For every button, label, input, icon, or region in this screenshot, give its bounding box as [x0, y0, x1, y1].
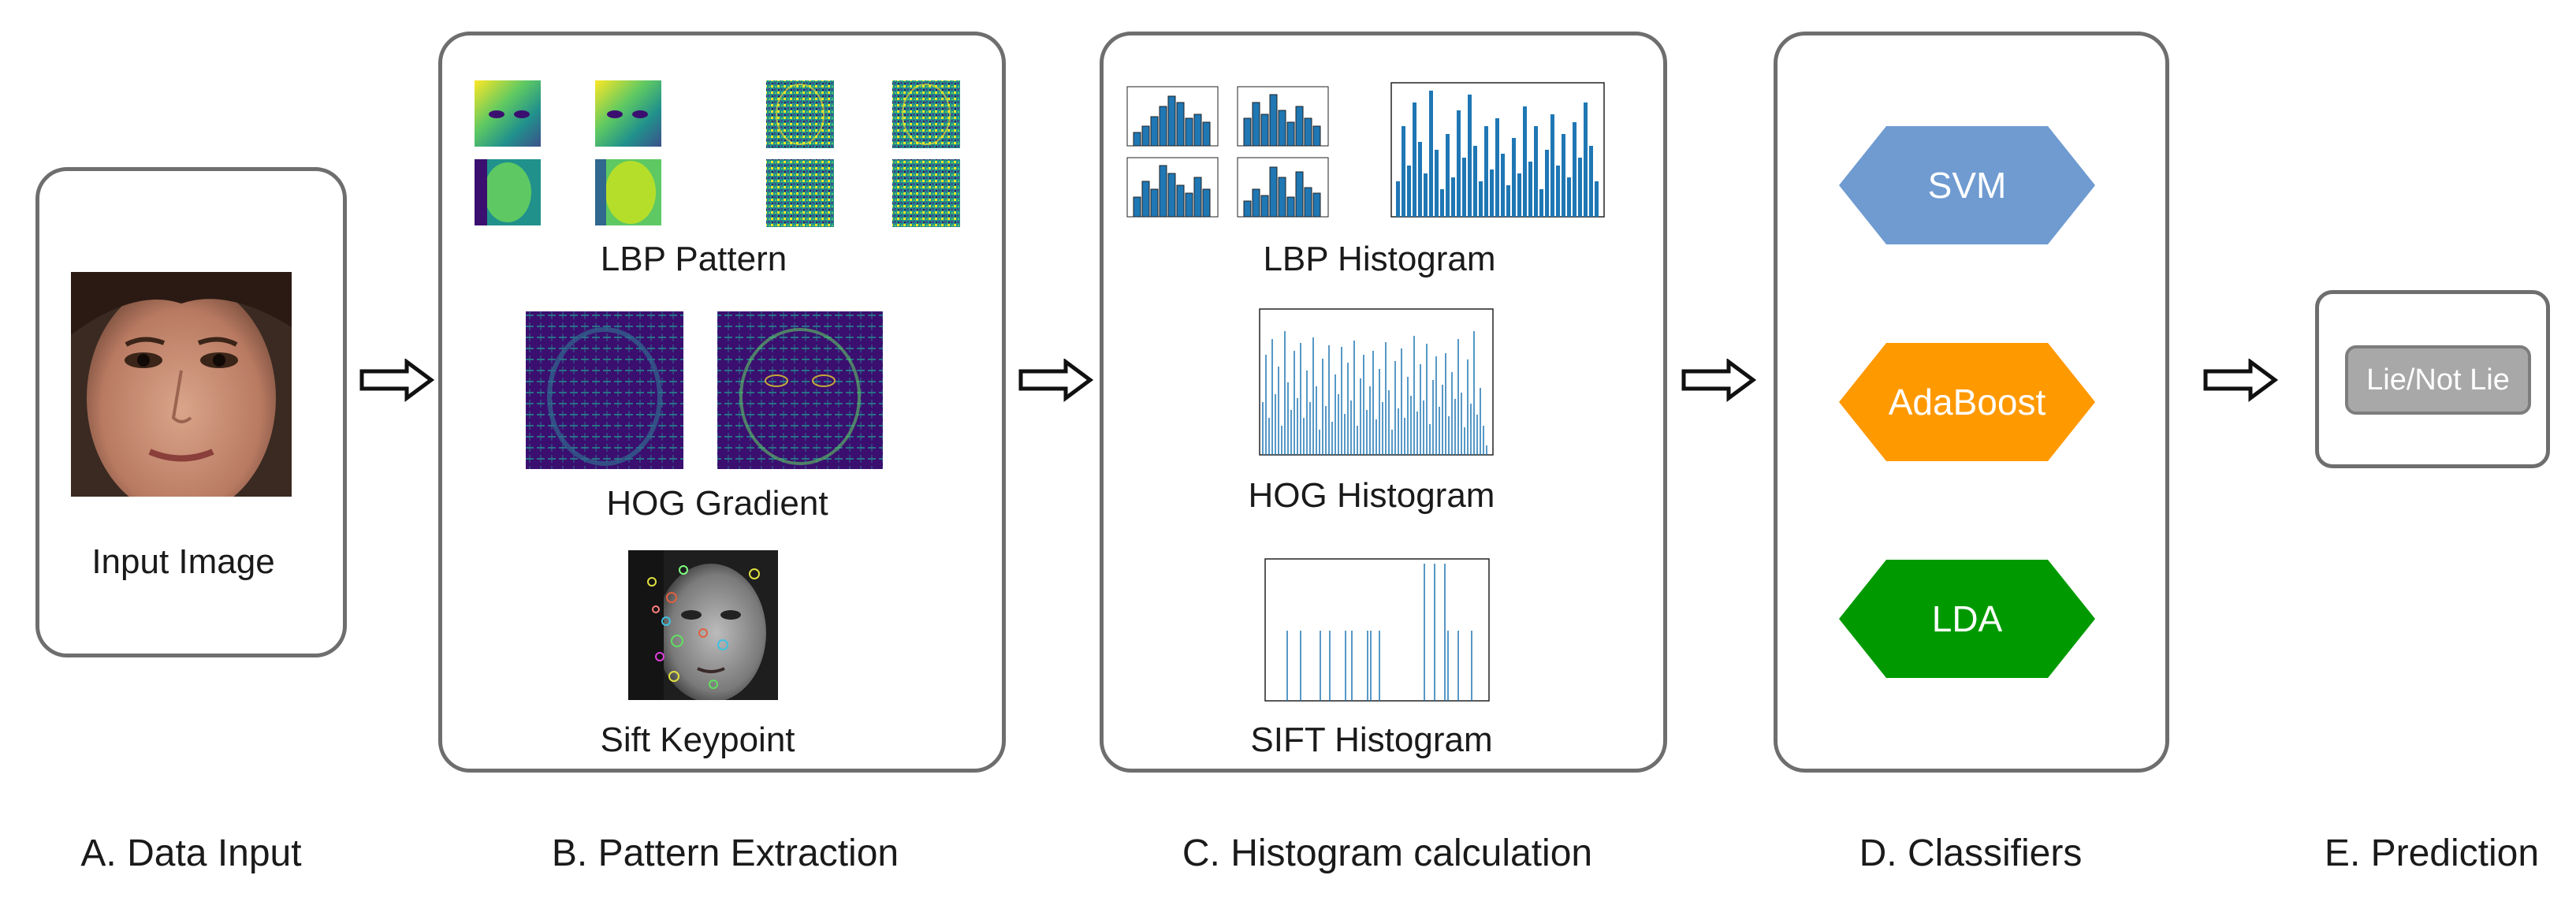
- lbp-pattern-label: LBP Pattern: [600, 240, 787, 278]
- sift-keypoint-label: Sift Keypoint: [600, 721, 795, 759]
- classifier-lda-label: LDA: [1931, 598, 2003, 639]
- arrow-right-icon: [2203, 359, 2278, 402]
- stage-label-prediction: E. Prediction: [2324, 832, 2540, 874]
- sift-histogram-label: SIFT Histogram: [1250, 721, 1493, 759]
- hog-histogram-chart: [1238, 307, 1498, 473]
- sift-histogram-chart: [1241, 556, 1494, 709]
- classifier-adaboost-shape: [1839, 343, 2095, 461]
- input-face-image: [71, 272, 292, 516]
- hog-gradient-images: [526, 311, 883, 469]
- stage-label-histogram-calculation: C. Histogram calculation: [1182, 832, 1593, 874]
- stage-label-classifiers: D. Classifiers: [1859, 832, 2083, 874]
- classifier-svm: SVM: [1839, 126, 2095, 244]
- prediction-output-badge: Lie/Not Lie: [2345, 345, 2531, 415]
- arrow-right-icon: [1681, 359, 1756, 402]
- hog-histogram-label: HOG Histogram: [1248, 476, 1495, 515]
- classifier-lda: LDA: [1839, 560, 2095, 678]
- stage-label-data-input: A. Data Input: [80, 832, 302, 874]
- lbp-large-histogram: [1375, 79, 1612, 229]
- input-image-label: Input Image: [91, 542, 275, 581]
- lbp-histogram-label: LBP Histogram: [1263, 240, 1496, 278]
- classifier-lda-shape: [1839, 560, 2095, 678]
- arrow-right-icon: [359, 359, 434, 402]
- classifier-svm-label: SVM: [1927, 165, 2007, 206]
- lbp-face-thumbnails: [475, 80, 661, 225]
- arrow-right-icon: [1018, 359, 1093, 402]
- classifier-adaboost-label: AdaBoost: [1888, 382, 2046, 423]
- lbp-texture-thumbnails: [766, 80, 960, 227]
- sift-keypoint-image: [628, 550, 778, 700]
- hog-gradient-label: HOG Gradient: [606, 484, 828, 523]
- stage-label-pattern-extraction: B. Pattern Extraction: [551, 832, 899, 874]
- lbp-small-histograms: [1119, 79, 1340, 229]
- classifier-svm-shape: [1839, 126, 2095, 244]
- classifier-adaboost: AdaBoost: [1839, 343, 2095, 461]
